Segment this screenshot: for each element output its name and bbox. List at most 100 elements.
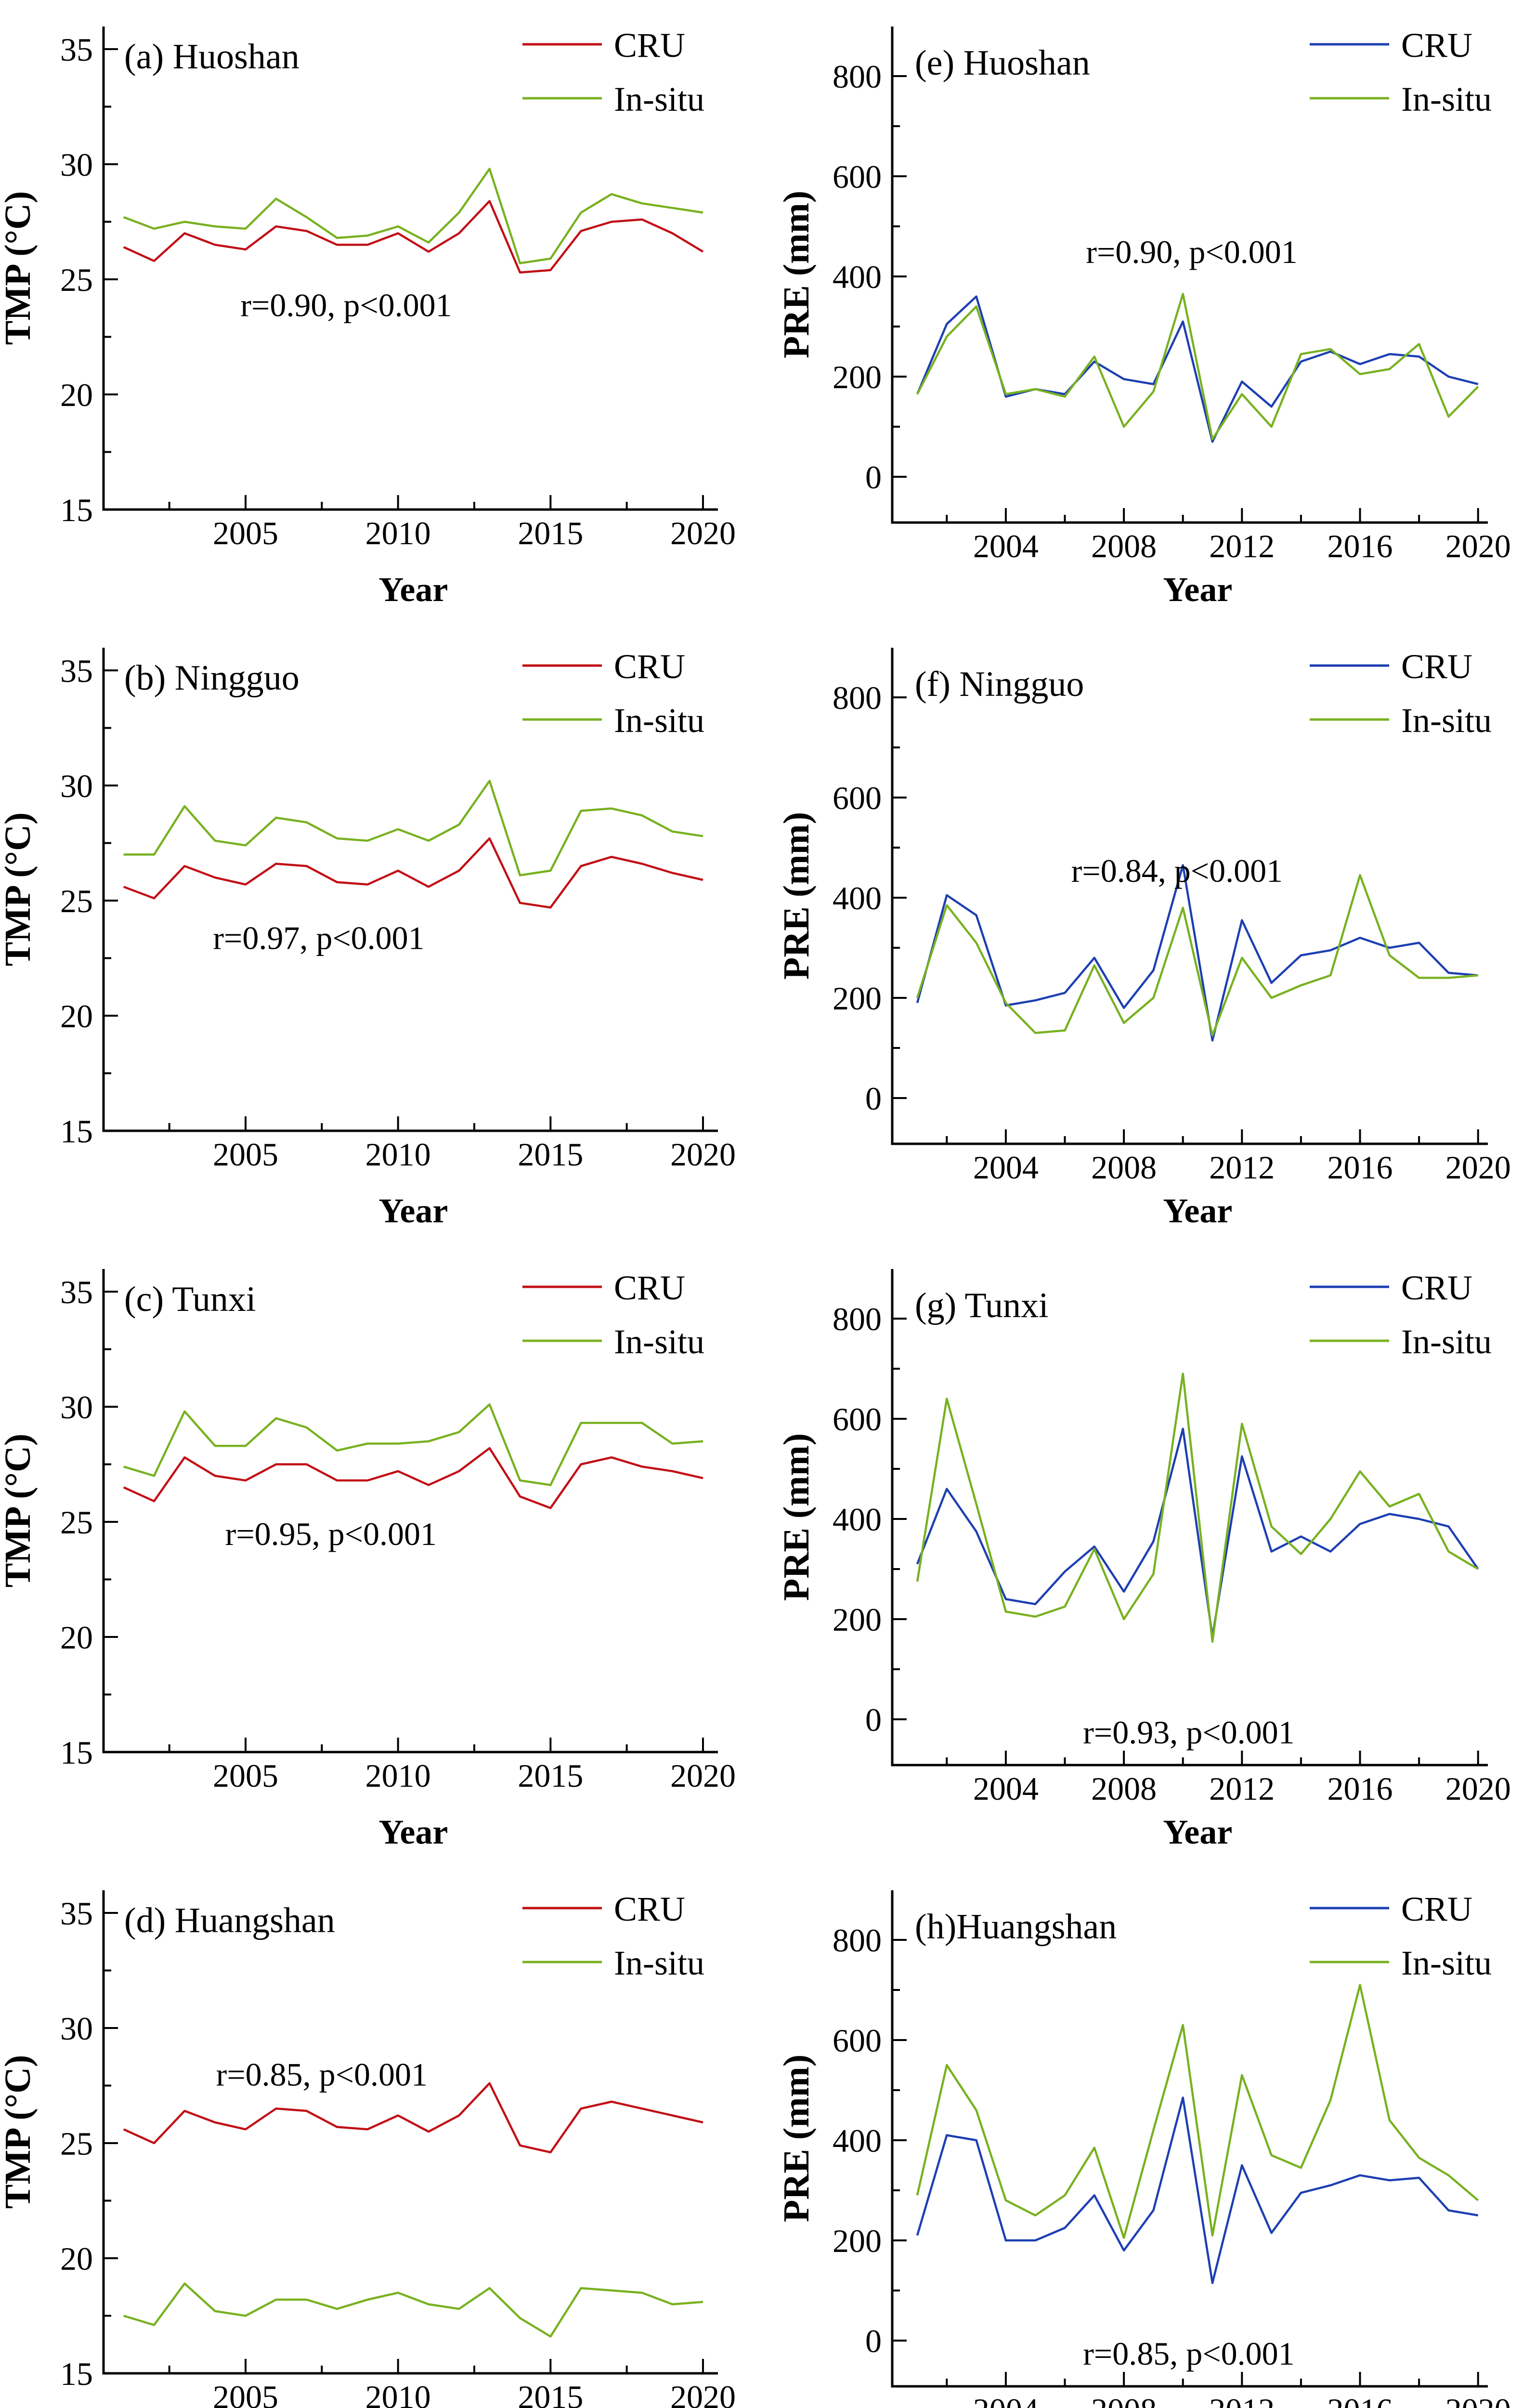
cru-series-line	[916, 864, 1478, 1042]
y-tick-label: 600	[833, 2022, 882, 2059]
x-tick-label: 2005	[213, 2379, 278, 2408]
y-axis-label: PRE (mm)	[776, 812, 817, 980]
cru-series-line	[916, 2096, 1479, 2284]
x-tick-label: 2020	[670, 2379, 736, 2408]
correlation-annotation: r=0.90, p<0.001	[240, 287, 452, 324]
x-tick-label: 2016	[1328, 2392, 1393, 2408]
y-tick-label: 0	[865, 2323, 882, 2359]
legend-insitu-label: In-situ	[1401, 1322, 1492, 1361]
x-tick-label: 2015	[518, 2379, 583, 2408]
x-axis-label: Year	[1163, 570, 1232, 609]
legend-cru-label: CRU	[1401, 647, 1472, 686]
legend-cru-label: CRU	[614, 1269, 685, 1307]
y-tick-label: 30	[60, 1389, 93, 1426]
correlation-annotation: r=0.90, p<0.001	[1086, 234, 1297, 270]
y-axis-label: PRE (mm)	[776, 2055, 817, 2222]
y-tick-label: 15	[60, 492, 93, 528]
x-axis-label: Year	[1163, 1191, 1232, 1230]
legend-insitu-label: In-situ	[614, 80, 704, 118]
cru-series-line	[123, 837, 703, 909]
y-tick-label: 400	[833, 880, 882, 916]
y-tick-label: 25	[60, 262, 93, 298]
cru-series-line	[123, 2082, 703, 2154]
x-tick-label: 2012	[1209, 1149, 1275, 1186]
axis-spines	[891, 1890, 1488, 2388]
insitu-series-line	[123, 780, 703, 877]
x-tick-label: 2020	[1445, 2392, 1511, 2408]
x-axis-label: Year	[378, 1813, 448, 1851]
x-tick-label: 2005	[213, 1757, 278, 1794]
y-tick-label: 200	[833, 2223, 882, 2259]
panel-title: (g) Tunxi	[915, 1286, 1049, 1325]
x-tick-label: 2005	[213, 515, 278, 551]
x-tick-label: 2008	[1091, 528, 1157, 564]
legend-cru-label: CRU	[614, 26, 685, 65]
y-tick-label: 400	[833, 1501, 882, 1538]
y-tick-label: 35	[60, 653, 93, 689]
x-tick-label: 2016	[1328, 1770, 1393, 1807]
x-tick-label: 2020	[670, 515, 736, 551]
legend-cru-label: CRU	[614, 1890, 685, 1928]
cru-series-line	[123, 1447, 703, 1509]
chart-svg: 2004 2008 2012 2016 2020 0 200 400 600 800 (f) Nin…	[776, 647, 1511, 1230]
y-axis-label: PRE (mm)	[776, 191, 817, 358]
legend-insitu-label: In-situ	[1401, 80, 1492, 118]
x-tick-label: 2004	[973, 1770, 1039, 1807]
x-tick-label: 2004	[973, 2392, 1039, 2408]
y-tick-label: 35	[60, 1895, 93, 1932]
chart-svg: 2005 2010 2015 2020 15 20 25 30 35 (a) Huoshan CRU…	[0, 26, 736, 609]
y-tick-label: 600	[833, 158, 882, 195]
y-tick-label: 600	[833, 780, 882, 816]
x-tick-label: 2020	[670, 1757, 736, 1794]
y-axis-label: TMP (°C)	[0, 1434, 38, 1588]
cru-series-line	[123, 200, 704, 274]
x-tick-label: 2010	[365, 2379, 431, 2408]
y-tick-label: 800	[833, 1301, 882, 1337]
x-tick-label: 2010	[365, 1136, 431, 1173]
chart-svg: 2005 2010 2015 2020 15 20 25 30 35 (c) Tunxi CRU In…	[0, 1269, 736, 1851]
y-tick-label: 20	[60, 377, 93, 413]
y-tick-label: 35	[60, 31, 93, 68]
x-tick-label: 2015	[518, 515, 583, 551]
x-tick-label: 2020	[1445, 1770, 1511, 1807]
insitu-series-line	[916, 1984, 1479, 2239]
x-tick-label: 2015	[518, 1757, 583, 1794]
chart-panel-b-ningguo-tmp: 2005 2010 2015 2020 15 20 25 30 35 (b) Ningguo CRU…	[0, 621, 768, 1243]
legend-cru-label: CRU	[614, 647, 685, 686]
x-tick-label: 2012	[1209, 2392, 1275, 2408]
panel-title: (d) Huangshan	[124, 1901, 335, 1940]
y-tick-label: 15	[60, 1113, 93, 1150]
panel-title: (e) Huoshan	[915, 43, 1090, 83]
chart-panel-g-tunxi-pre: 2004 2008 2012 2016 2020 0 200 400 600 800 (g) Tun…	[768, 1243, 1536, 1864]
y-tick-label: 800	[833, 58, 882, 95]
insitu-series-line	[916, 293, 1479, 441]
y-tick-label: 20	[60, 2240, 93, 2277]
y-tick-label: 0	[865, 1701, 882, 1738]
y-tick-label: 25	[60, 1504, 93, 1541]
legend-insitu-label: In-situ	[1401, 701, 1492, 740]
insitu-series-line	[123, 1403, 703, 1486]
y-tick-label: 15	[60, 2356, 93, 2392]
chart-panel-h-huangshan-pre: 2004 2008 2012 2016 2020 0 200 400 600 800 (h)Huan…	[768, 1864, 1536, 2408]
x-axis-label: Year	[1163, 1813, 1232, 1851]
chart-svg: 2004 2008 2012 2016 2020 0 200 400 600 800 (g) Tun…	[776, 1269, 1511, 1851]
x-tick-label: 2008	[1091, 1149, 1157, 1186]
y-tick-label: 200	[833, 359, 882, 395]
correlation-annotation: r=0.93, p<0.001	[1083, 1714, 1294, 1751]
axis-spines	[891, 1269, 1488, 1767]
x-tick-label: 2012	[1209, 528, 1275, 564]
legend-insitu-label: In-situ	[614, 1944, 704, 1982]
chart-panel-a-huoshan-tmp: 2005 2010 2015 2020 15 20 25 30 35 (a) Huoshan CRU…	[0, 0, 768, 621]
correlation-annotation: r=0.84, p<0.001	[1071, 852, 1283, 889]
y-tick-label: 15	[60, 1734, 93, 1771]
x-tick-label: 2010	[365, 1757, 431, 1794]
y-tick-label: 800	[833, 680, 882, 716]
x-tick-label: 2016	[1328, 1149, 1393, 1186]
correlation-annotation: r=0.97, p<0.001	[213, 919, 424, 956]
y-axis-label: TMP (°C)	[0, 191, 38, 345]
x-tick-label: 2010	[365, 515, 431, 551]
y-tick-label: 0	[865, 1080, 882, 1117]
panel-title: (a) Huoshan	[124, 37, 299, 77]
correlation-annotation: r=0.95, p<0.001	[225, 1516, 437, 1552]
